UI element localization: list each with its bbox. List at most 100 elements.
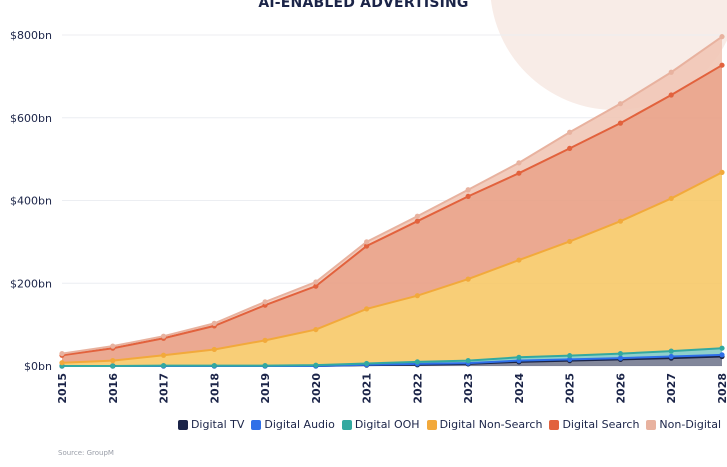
series-lines	[61, 35, 723, 367]
x-tick-label: 2017	[158, 373, 171, 404]
point-non-digital	[567, 129, 573, 135]
area-digital-ooh	[62, 348, 722, 366]
point-non-digital	[465, 187, 471, 193]
line-digital-ooh	[62, 347, 723, 367]
point-digital-search	[414, 218, 420, 224]
point-digital-ooh	[516, 354, 522, 360]
point-digital-ooh	[160, 362, 167, 369]
x-tick-label: 2018	[208, 373, 221, 404]
point-digital-audio	[617, 355, 624, 361]
legend-label: Digital TV	[190, 418, 245, 431]
x-tick-label: 2027	[665, 373, 678, 404]
point-non-digital	[160, 333, 167, 339]
legend-label: Digital OOH	[354, 418, 420, 431]
legend-label: Digital Audio	[264, 418, 335, 431]
x-tick-label: 2026	[614, 373, 627, 404]
area-digital-non-search	[62, 172, 722, 366]
point-non-digital	[110, 343, 116, 349]
point-digital-ooh	[110, 363, 116, 369]
point-non-digital	[617, 101, 624, 107]
point-digital-search	[516, 170, 522, 176]
point-digital-ooh	[414, 359, 420, 365]
axes: $0bn $200bn $400bn $600bn $800bn 2015 2016 2017…	[10, 29, 727, 404]
area-digital-search	[62, 65, 722, 363]
point-digital-audio	[567, 356, 573, 362]
point-non-digital	[516, 160, 522, 166]
stacked-areas	[62, 36, 722, 366]
point-digital-non-search	[262, 337, 268, 343]
point-digital-search	[719, 62, 725, 68]
point-digital-search	[567, 145, 573, 151]
point-digital-ooh	[567, 353, 573, 359]
legend-swatch	[549, 419, 560, 430]
legend-label: Digital Search	[562, 418, 640, 431]
y-tick-label: $0bn	[24, 360, 52, 373]
point-digital-ooh	[313, 362, 319, 368]
source-note: Source: GroupM	[58, 449, 114, 457]
point-non-digital	[262, 299, 268, 305]
point-digital-ooh	[364, 360, 370, 367]
area-digital-tv	[62, 356, 722, 366]
legend-item-digital-audio: Digital Audio	[251, 418, 335, 431]
legend-label: Non-Digital	[659, 418, 721, 431]
y-tick-label: $800bn	[10, 29, 52, 42]
point-digital-audio	[668, 353, 674, 360]
legend-item-digital-non-search: Digital Non-Search	[426, 418, 543, 431]
legend-swatch	[646, 419, 657, 430]
point-non-digital	[59, 350, 65, 357]
series-markers	[59, 34, 725, 369]
point-digital-ooh	[668, 348, 674, 354]
point-digital-non-search	[719, 169, 725, 175]
legend-swatch	[251, 419, 262, 430]
y-tick-label: $200bn	[10, 277, 52, 290]
x-tick-label: 2019	[259, 373, 272, 404]
x-tick-label: 2024	[513, 373, 526, 404]
legend: Digital TV Digital Audio Digital OOH Digita…	[177, 418, 721, 431]
point-non-digital	[414, 213, 420, 219]
point-digital-non-search	[516, 257, 522, 263]
point-digital-ooh	[211, 362, 217, 369]
point-digital-search	[617, 120, 624, 126]
point-digital-search	[364, 243, 370, 249]
point-non-digital	[313, 279, 319, 285]
point-digital-ooh	[617, 350, 624, 357]
legend-item-non-digital: Non-Digital	[646, 418, 721, 431]
point-digital-non-search	[617, 218, 624, 224]
x-tick-label: 2020	[310, 373, 323, 404]
legend-item-digital-search: Digital Search	[549, 418, 639, 431]
x-tick-label: 2021	[361, 373, 374, 404]
point-digital-search	[465, 193, 471, 199]
line-non-digital	[61, 35, 723, 355]
legend-swatch	[426, 419, 437, 430]
point-digital-non-search	[110, 358, 116, 364]
point-digital-non-search	[313, 326, 319, 333]
x-tick-label: 2016	[107, 373, 120, 404]
y-tick-label: $400bn	[10, 195, 52, 208]
point-digital-ooh	[465, 358, 471, 364]
legend-swatch	[177, 419, 188, 430]
legend-label: Digital Non-Search	[439, 418, 543, 431]
legend-item-digital-ooh: Digital OOH	[341, 418, 420, 431]
y-tick-label: $600bn	[10, 112, 52, 125]
point-digital-non-search	[414, 293, 420, 299]
line-digital-search	[61, 64, 723, 357]
point-digital-non-search	[364, 306, 370, 312]
x-tick-label: 2015	[56, 373, 69, 404]
point-digital-search	[313, 283, 319, 289]
point-digital-non-search	[211, 346, 217, 353]
x-tick-label: 2028	[716, 373, 727, 404]
point-digital-non-search	[668, 195, 674, 202]
point-digital-search	[668, 92, 674, 98]
point-non-digital	[211, 320, 217, 326]
point-digital-non-search	[59, 360, 65, 366]
point-non-digital	[719, 34, 725, 40]
line-digital-non-search	[61, 171, 723, 364]
x-tick-label: 2025	[564, 373, 577, 404]
point-digital-audio	[719, 352, 725, 358]
point-digital-non-search	[160, 352, 167, 358]
point-digital-ooh	[262, 362, 268, 369]
point-non-digital	[364, 239, 370, 245]
legend-item-digital-tv: Digital TV	[177, 418, 245, 431]
